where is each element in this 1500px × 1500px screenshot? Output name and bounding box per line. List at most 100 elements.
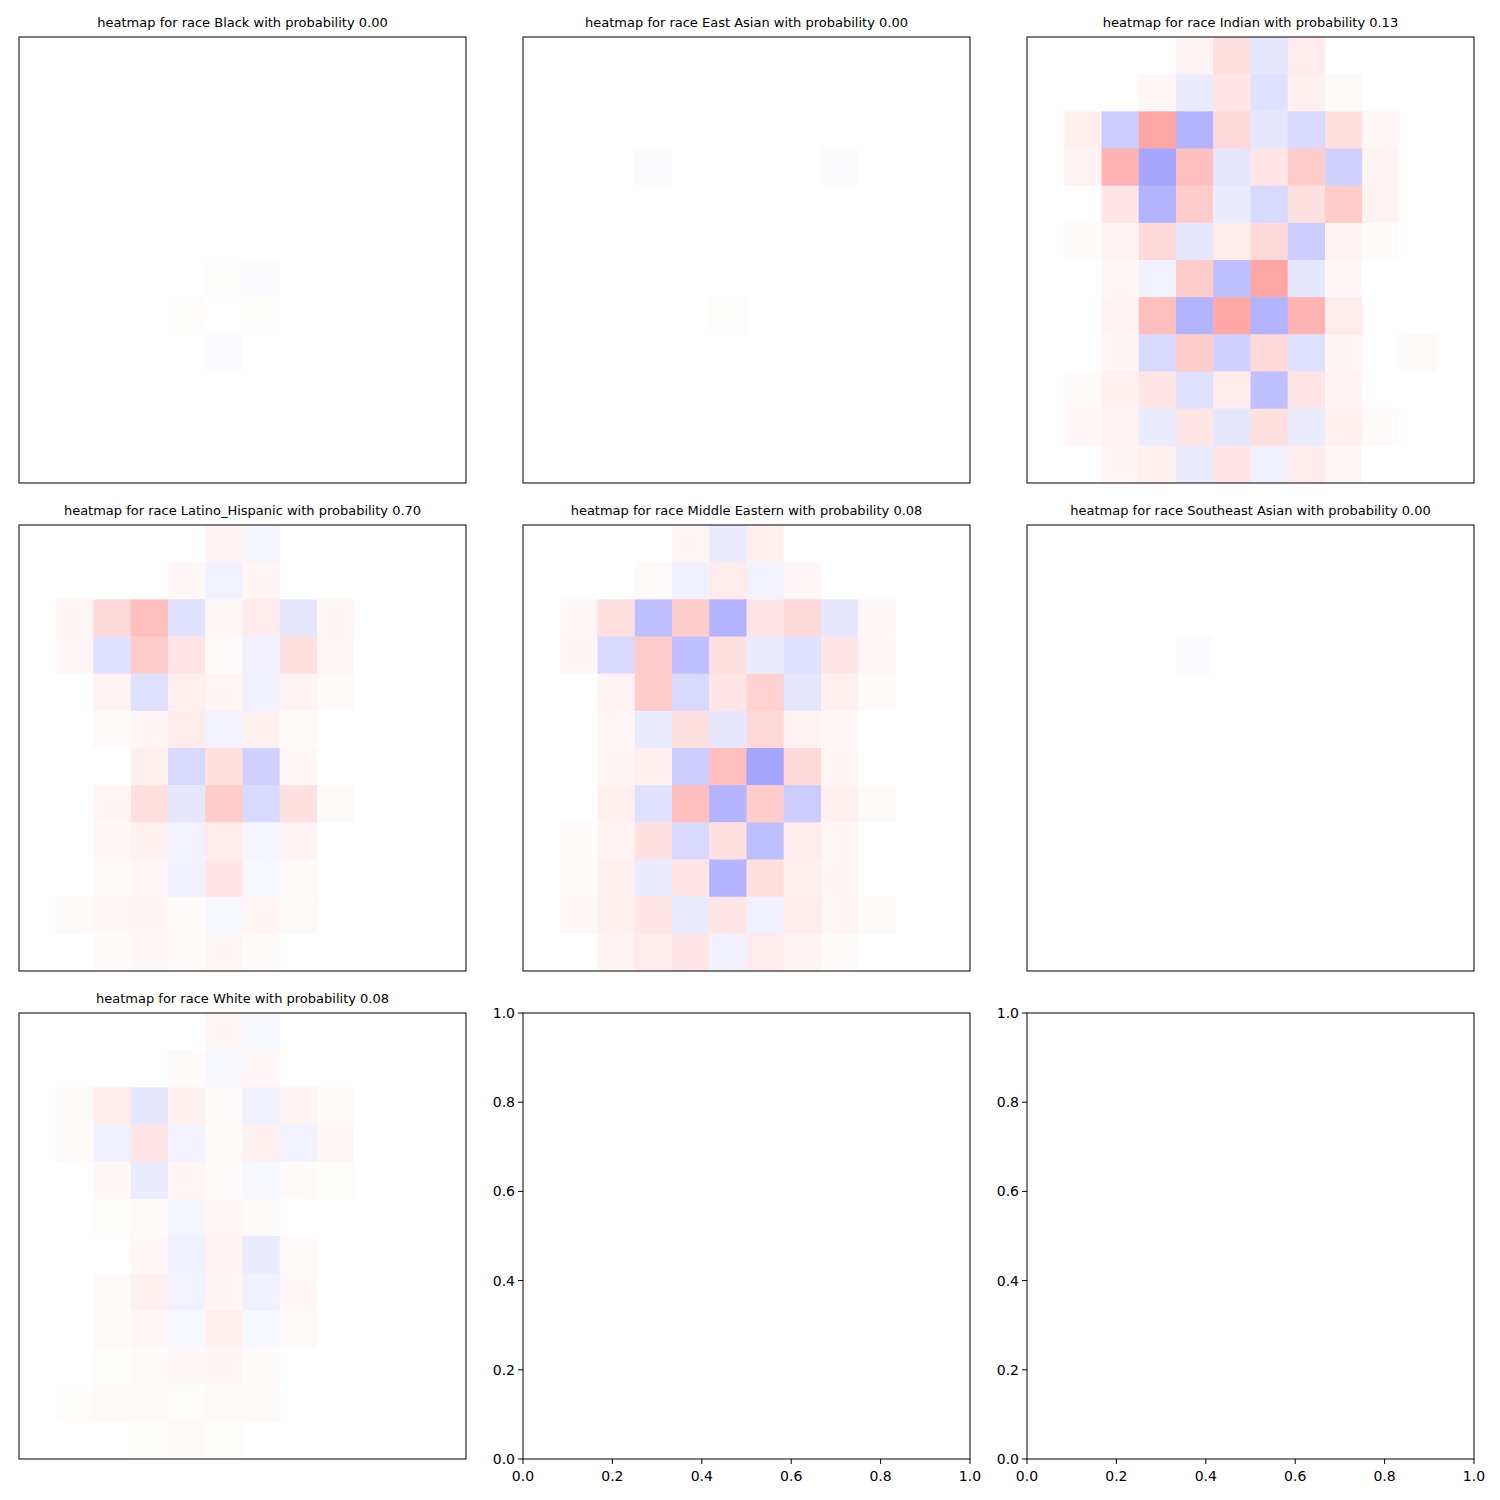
heatmap-cell [56, 1273, 94, 1311]
heatmap-cell [747, 186, 785, 224]
heatmap-cell [392, 446, 430, 483]
heatmap-cell [1102, 637, 1140, 675]
heatmap-cell [94, 1199, 132, 1237]
heatmap-cell [896, 372, 934, 410]
heatmap-cell [1400, 599, 1438, 637]
heatmap-cell [1251, 562, 1289, 600]
heatmap-cell [168, 637, 206, 675]
heatmap-cell [709, 674, 747, 712]
heatmap-cell [933, 860, 970, 898]
heatmap-cell [1139, 372, 1177, 410]
heatmap-cell [205, 1125, 243, 1163]
frame [19, 1013, 466, 1459]
heatmap-cell [392, 860, 430, 898]
heatmap-cell [821, 223, 859, 261]
heatmap-cell [1251, 297, 1289, 335]
heatmap-cell [896, 260, 934, 298]
heatmap-cell [354, 297, 392, 335]
heatmap-cell [392, 599, 430, 637]
heatmap-cell [1362, 334, 1400, 372]
subplot: heatmap for race Middle Eastern with pro… [523, 503, 971, 972]
heatmap-cell [1176, 748, 1214, 786]
heatmap-cell [392, 186, 430, 224]
heatmap-cell [1176, 37, 1214, 75]
subplot: heatmap for race White with probability … [19, 991, 467, 1460]
heatmap-cell [1437, 446, 1474, 483]
heatmap-cell [1176, 446, 1214, 483]
heatmap-cell [19, 1385, 57, 1423]
heatmap-cell [1362, 223, 1400, 261]
heatmap-cell [784, 111, 822, 149]
heatmap-cell [709, 562, 747, 600]
heatmap-cell [317, 1422, 355, 1459]
heatmap-cell [635, 186, 673, 224]
heatmap-cell [1437, 260, 1474, 298]
heatmap-cell [429, 409, 466, 447]
heatmap-cell [1139, 822, 1177, 860]
heatmap-cell [19, 223, 57, 261]
heatmap-cell [1400, 74, 1438, 112]
heatmap-cell [1102, 711, 1140, 749]
heatmap-cell [933, 525, 970, 563]
heatmap-cell [56, 1422, 94, 1459]
heatmap-cell [168, 525, 206, 563]
heatmap-cell [1325, 111, 1363, 149]
frame [1027, 37, 1474, 483]
heatmap-cell [1437, 186, 1474, 224]
heatmap-cell [1213, 260, 1251, 298]
heatmap-cell [392, 1422, 430, 1459]
heatmap-cell [56, 897, 94, 935]
heatmap-cell [858, 409, 896, 447]
heatmap-cell [1139, 860, 1177, 898]
heatmap-cell [560, 897, 598, 935]
heatmap-cell [1064, 525, 1102, 563]
heatmap-cell [243, 897, 281, 935]
heatmap-cell [354, 1273, 392, 1311]
heatmap-cell [280, 674, 318, 712]
heatmap-cells [19, 1013, 466, 1459]
heatmap-cell [317, 785, 355, 823]
heatmap-cell [933, 111, 970, 149]
heatmap-cell [19, 260, 57, 298]
heatmap-cell [784, 860, 822, 898]
heatmap-cell [1176, 186, 1214, 224]
heatmap-cell [19, 748, 57, 786]
heatmap-cell [560, 525, 598, 563]
heatmap-cell [672, 934, 710, 971]
heatmap-cell [56, 711, 94, 749]
heatmap-cell [1400, 409, 1438, 447]
heatmap-cell [429, 562, 466, 600]
heatmap-cell [205, 223, 243, 261]
heatmap-cell [1400, 149, 1438, 187]
heatmap-cell [1102, 223, 1140, 261]
heatmap-cell [392, 1310, 430, 1348]
subplot: 0.00.20.40.60.81.00.00.20.40.60.81.0 [493, 1005, 981, 1484]
heatmap-cell [747, 897, 785, 935]
heatmap-cell [1102, 674, 1140, 712]
heatmap-cell [94, 1310, 132, 1348]
heatmap-cell [1325, 334, 1363, 372]
heatmap-cell [598, 711, 636, 749]
heatmap-cell [392, 111, 430, 149]
x-tick [701, 1459, 702, 1464]
heatmap-cell [1027, 372, 1065, 410]
y-tick [518, 1013, 523, 1014]
heatmap-cell [19, 334, 57, 372]
heatmap-cell [709, 748, 747, 786]
heatmap-cell [1139, 297, 1177, 335]
heatmap-cell [19, 897, 57, 935]
heatmap-cell [1102, 372, 1140, 410]
heatmap-cell [1362, 637, 1400, 675]
heatmap-cell [821, 785, 859, 823]
heatmap-cell [1139, 711, 1177, 749]
heatmap-cell [1400, 562, 1438, 600]
subplot: 0.00.20.40.60.81.00.00.20.40.60.81.0 [997, 1005, 1485, 1484]
heatmap-cell [1325, 37, 1363, 75]
heatmap-cell [1437, 562, 1474, 600]
heatmap-cell [672, 860, 710, 898]
heatmap-cell [784, 334, 822, 372]
heatmap-cell [243, 525, 281, 563]
heatmap-cell [784, 149, 822, 187]
heatmap-cell [784, 599, 822, 637]
heatmap-cell [598, 822, 636, 860]
